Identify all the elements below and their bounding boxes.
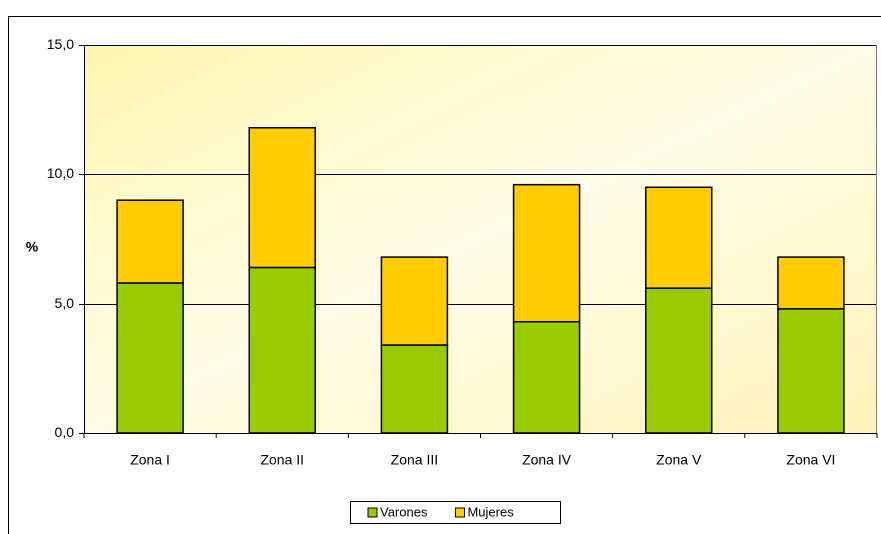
bar-segment [645,287,713,434]
y-tick-label: 0,0 [55,424,75,440]
x-tick-label: Zona IV [522,452,572,468]
y-axis-label: % [26,239,39,255]
legend-swatch [454,507,465,518]
x-tick-label: Zona VI [786,452,835,468]
y-tick-label: 10,0 [47,165,74,181]
legend-label: Mujeres [467,504,514,519]
bar-segment [777,308,845,434]
bar-segment [248,127,316,269]
y-tick-label: 5,0 [55,295,75,311]
x-tick-label: Zona I [130,452,170,468]
plot-area [84,45,877,433]
bar-segment [248,266,316,434]
legend-label: Varones [380,504,428,519]
x-tick-label: Zona III [391,452,438,468]
bar-segment [645,186,713,289]
x-tick-label: Zona V [656,452,702,468]
y-tick-label: 15,0 [47,36,74,52]
bar-segment [380,344,449,434]
bar-segment [512,321,581,434]
bar-segment [512,183,581,323]
x-tick-label: Zona II [260,452,304,468]
bar-segment [116,199,184,284]
bar-segment [380,256,449,346]
bar-segment [116,282,184,434]
legend-swatch [367,507,378,518]
bar-segment [777,256,845,310]
